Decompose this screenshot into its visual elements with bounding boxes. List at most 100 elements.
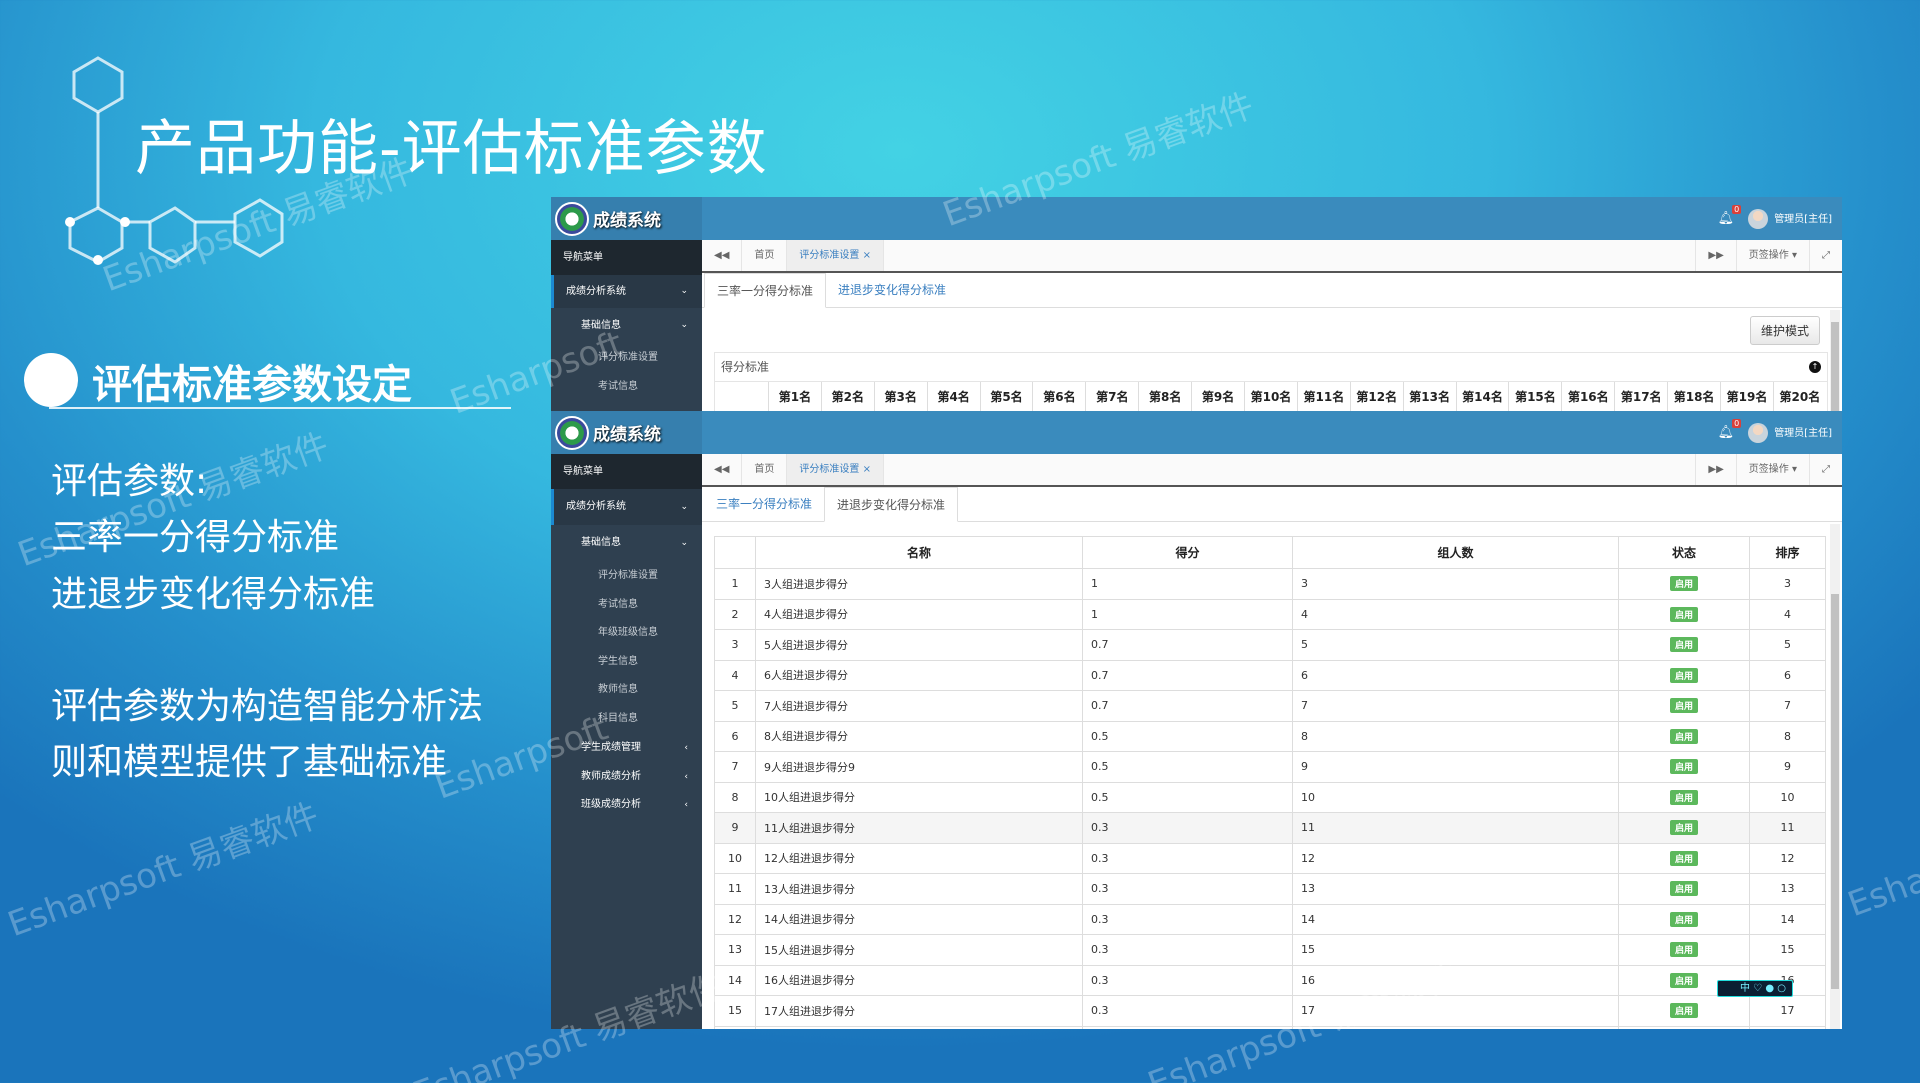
- status-cell: 启用: [1618, 720, 1750, 752]
- table-row[interactable]: 13 15人组进退步得分 0.3 15 启用 15: [714, 934, 1826, 966]
- sidebar-item-leaf[interactable]: 教师信息: [598, 684, 638, 696]
- sidebar-item-collapsed[interactable]: 学生成绩管理 ‹: [551, 734, 702, 762]
- status-cell: 启用: [1618, 873, 1750, 905]
- chevron-down-icon: ⌄: [680, 286, 688, 296]
- sidebar-item-scoring-standard[interactable]: 评分标准设置: [598, 352, 658, 363]
- score-cell: 0.7: [1082, 690, 1293, 722]
- index-cell: 3: [714, 629, 756, 661]
- scrollbar[interactable]: [1830, 310, 1840, 411]
- table-row[interactable]: 6 8人组进退步得分 0.5 8 启用 8: [714, 720, 1826, 752]
- table-row[interactable]: 12 14人组进退步得分 0.3 14 启用 14: [714, 903, 1826, 935]
- name-cell: 13人组进退步得分: [755, 873, 1083, 905]
- group-size-cell: 7: [1292, 690, 1619, 722]
- subtab-three-rate[interactable]: 三率一分得分标准: [704, 273, 827, 308]
- table-row[interactable]: 3 5人组进退步得分 0.7 5 启用 5: [714, 629, 1826, 661]
- bullet-circle: [24, 353, 78, 407]
- table-row[interactable]: 10 12人组进退步得分 0.3 12 启用 12: [714, 842, 1826, 874]
- maintenance-mode-button[interactable]: 维护模式: [1749, 316, 1820, 345]
- status-cell: 启用: [1618, 1025, 1750, 1029]
- table-row[interactable]: 1 3人组进退步得分 1 3 启用 3: [714, 568, 1826, 600]
- double-right-icon[interactable]: ▶▶: [1695, 454, 1735, 485]
- sidebar-item-score-analysis[interactable]: 成绩分析系统 ⌄: [551, 275, 702, 308]
- sidebar-item-basic-info[interactable]: 基础信息 ⌄: [551, 308, 702, 343]
- app-logo[interactable]: 成绩系统: [551, 197, 702, 240]
- sidebar-item-leaf[interactable]: 科目信息: [598, 713, 638, 724]
- rank-header-4: 第4名: [926, 382, 980, 411]
- status-badge: 启用: [1669, 972, 1698, 988]
- index-cell: 10: [714, 842, 756, 874]
- column-header[interactable]: 得分: [1082, 536, 1293, 569]
- table-row[interactable]: 15 17人组进退步得分 0.3 17 启用 17: [714, 995, 1826, 1027]
- column-header[interactable]: [714, 536, 756, 569]
- double-left-icon[interactable]: ◀◀: [702, 454, 743, 485]
- tab-home[interactable]: 首页: [742, 240, 788, 271]
- index-cell: 8: [714, 781, 756, 813]
- tab-home[interactable]: 首页: [742, 454, 788, 485]
- sidebar-item-leaf[interactable]: 学生信息: [598, 655, 638, 667]
- subtab-progress[interactable]: 进退步变化得分标准: [838, 283, 947, 297]
- sidebar-item-leaf[interactable]: 考试信息: [598, 598, 638, 610]
- sidebar-item-score-analysis[interactable]: 成绩分析系统 ⌄: [551, 489, 702, 525]
- subtab-progress[interactable]: 进退步变化得分标准: [824, 487, 959, 522]
- table-row[interactable]: 8 10人组进退步得分 0.5 10 启用 10: [714, 781, 1826, 813]
- order-cell: 8: [1749, 720, 1826, 752]
- column-header[interactable]: 排序: [1749, 536, 1826, 569]
- table-row[interactable]: 9 11人组进退步得分 0.3 11 启用 11: [714, 812, 1826, 844]
- school-logo-icon: [555, 415, 589, 450]
- close-icon[interactable]: ×: [862, 250, 871, 261]
- table-header-row: 名称 得分 组人数 状态 排序: [714, 536, 1826, 569]
- tab-scoring-standard[interactable]: 评分标准设置 ×: [787, 240, 884, 271]
- bell-icon[interactable]: 🔔︎ 0: [1717, 205, 1742, 226]
- score-cell: 0.5: [1082, 720, 1293, 752]
- scrollbar[interactable]: [1830, 524, 1840, 1029]
- tab-operations-dropdown[interactable]: 页签操作 ▾: [1735, 454, 1809, 485]
- tab-scoring-standard[interactable]: 评分标准设置 ×: [787, 454, 884, 485]
- group-size-cell: 10: [1292, 781, 1619, 813]
- double-left-icon[interactable]: ◀◀: [702, 240, 743, 271]
- order-cell: 11: [1749, 812, 1826, 844]
- group-size-cell: 14: [1292, 903, 1619, 935]
- sidebar-item-exam-info[interactable]: 考试信息: [598, 381, 638, 392]
- collapse-up-icon[interactable]: ↑: [1809, 361, 1821, 373]
- table-row[interactable]: 5 7人组进退步得分 0.7 7 启用 7: [714, 690, 1826, 722]
- sidebar-item-collapsed[interactable]: 班级成绩分析 ‹: [551, 791, 702, 819]
- double-right-icon[interactable]: ▶▶: [1695, 240, 1735, 271]
- column-header[interactable]: 状态: [1618, 536, 1750, 569]
- avatar: [1748, 422, 1769, 443]
- app-logo[interactable]: 成绩系统: [551, 411, 702, 454]
- score-cell: 0.7: [1082, 629, 1293, 661]
- user-menu[interactable]: 管理员[主任]: [1748, 422, 1832, 443]
- column-header[interactable]: 名称: [755, 536, 1083, 569]
- group-size-cell: 3: [1292, 568, 1619, 600]
- expand-icon[interactable]: ⤢: [1809, 454, 1842, 485]
- sidebar-item-collapsed[interactable]: 教师成绩分析 ‹: [551, 763, 702, 791]
- subtab-three-rate[interactable]: 三率一分得分标准: [716, 497, 813, 511]
- table-row[interactable]: 7 9人组进退步得分9 0.5 9 启用 9: [714, 751, 1826, 783]
- user-menu[interactable]: 管理员[主任]: [1748, 208, 1832, 229]
- table-row[interactable]: 2 4人组进退步得分 1 4 启用 4: [714, 598, 1826, 630]
- rank-header-18: 第18名: [1667, 382, 1720, 411]
- table-row[interactable]: 1618人组进退步得分0.318启用18: [714, 1025, 1826, 1029]
- index-cell: 12: [714, 903, 756, 935]
- rank-header-19: 第19名: [1720, 382, 1773, 411]
- index-cell: 15: [714, 995, 756, 1027]
- group-size-cell: 6: [1292, 659, 1619, 691]
- sidebar-item-leaf[interactable]: 评分标准设置: [598, 570, 658, 581]
- close-icon[interactable]: ×: [862, 464, 871, 475]
- column-header[interactable]: 组人数: [1292, 536, 1619, 569]
- bell-icon[interactable]: 🔔︎ 0: [1717, 419, 1742, 440]
- score-standard-panel: 得分标准 ↑ 第1名 第2名 第3名 第4名 第5名 第6名 第7名 第8名 第9名 第10名 第11…: [714, 352, 1828, 411]
- rank-header-13: 第13名: [1402, 382, 1456, 411]
- chevron-down-icon: ⌄: [680, 320, 688, 330]
- ime-toolbar[interactable]: 中 ♡ ● ○: [1717, 980, 1793, 997]
- expand-icon[interactable]: ⤢: [1809, 240, 1842, 271]
- table-row[interactable]: 11 13人组进退步得分 0.3 13 启用 13: [714, 873, 1826, 905]
- table-row[interactable]: 4 6人组进退步得分 0.7 6 启用 6: [714, 659, 1826, 691]
- status-cell: 启用: [1618, 598, 1750, 630]
- status-cell: 启用: [1618, 629, 1750, 661]
- tab-operations-dropdown[interactable]: 页签操作 ▾: [1735, 240, 1809, 271]
- sidebar-item-leaf[interactable]: 年级班级信息: [598, 627, 658, 639]
- sidebar-item-basic-info[interactable]: 基础信息 ⌄: [551, 525, 702, 561]
- rank-header-row: 第1名 第2名 第3名 第4名 第5名 第6名 第7名 第8名 第9名 第10名 第11名 第12名第…: [715, 382, 1827, 411]
